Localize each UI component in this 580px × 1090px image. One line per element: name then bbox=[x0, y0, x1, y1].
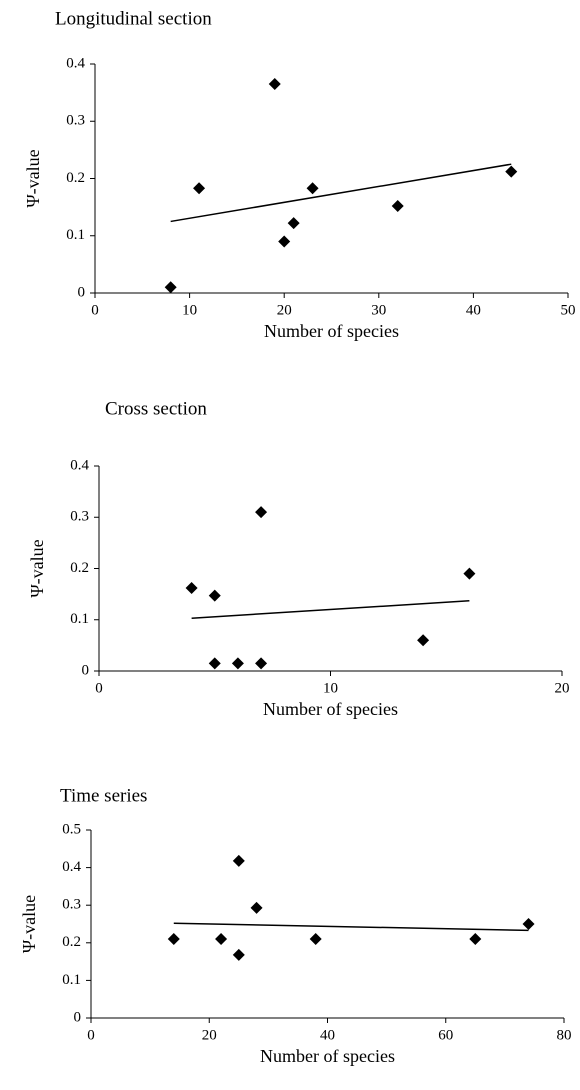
x-axis-label: Number of species bbox=[264, 321, 399, 341]
trend-line bbox=[191, 600, 470, 619]
point bbox=[255, 506, 268, 519]
point bbox=[522, 918, 535, 930]
chart-title: Time series bbox=[60, 785, 147, 806]
x-tick-label: 0 bbox=[91, 302, 99, 318]
y-tick-label: 0.3 bbox=[66, 113, 85, 129]
y-axis-label: Ψ-value bbox=[23, 149, 43, 207]
point bbox=[306, 182, 319, 195]
x-tick-label: 40 bbox=[320, 1027, 335, 1043]
y-tick-label: 0.3 bbox=[70, 509, 89, 525]
y-tick-label: 0.4 bbox=[66, 55, 85, 71]
point bbox=[505, 165, 518, 178]
y-tick-label: 0.1 bbox=[70, 611, 89, 627]
point bbox=[255, 657, 268, 670]
y-axis-label: Ψ-value bbox=[27, 539, 47, 597]
y-tick-label: 0.4 bbox=[62, 859, 81, 875]
x-tick-label: 20 bbox=[555, 680, 570, 696]
point bbox=[463, 567, 476, 580]
point bbox=[208, 589, 221, 602]
x-tick-label: 0 bbox=[95, 680, 103, 696]
y-axis-label: Ψ-value bbox=[19, 895, 39, 953]
x-tick-label: 30 bbox=[371, 302, 386, 318]
y-tick-label: 0.1 bbox=[66, 227, 85, 243]
point bbox=[215, 933, 228, 946]
y-tick-label: 0 bbox=[78, 284, 86, 300]
y-tick-label: 0 bbox=[74, 1009, 82, 1025]
x-axis-label: Number of species bbox=[260, 1046, 395, 1066]
point bbox=[309, 933, 322, 946]
point bbox=[232, 854, 245, 867]
y-tick-label: 0.3 bbox=[62, 897, 81, 913]
point bbox=[185, 581, 198, 594]
x-tick-label: 20 bbox=[277, 302, 292, 318]
point bbox=[278, 235, 291, 248]
y-tick-label: 0 bbox=[82, 662, 90, 678]
point bbox=[287, 217, 300, 230]
point bbox=[208, 657, 221, 670]
x-tick-label: 10 bbox=[182, 302, 197, 318]
x-tick-label: 60 bbox=[438, 1027, 453, 1043]
point bbox=[232, 948, 245, 961]
point bbox=[391, 199, 404, 212]
trend-line bbox=[170, 163, 512, 223]
x-tick-label: 80 bbox=[557, 1027, 572, 1043]
point bbox=[268, 78, 281, 91]
x-tick-label: 10 bbox=[323, 680, 338, 696]
y-tick-label: 0.2 bbox=[70, 560, 89, 576]
point bbox=[250, 901, 263, 914]
chart-title: Cross section bbox=[105, 398, 207, 419]
chart-title: Longitudinal section bbox=[55, 8, 212, 29]
point bbox=[231, 657, 244, 670]
point bbox=[167, 933, 180, 946]
point bbox=[469, 933, 482, 946]
x-tick-label: 20 bbox=[202, 1027, 217, 1043]
trend-line bbox=[173, 922, 529, 932]
x-tick-label: 40 bbox=[466, 302, 481, 318]
point bbox=[193, 182, 206, 195]
point bbox=[417, 634, 430, 647]
point bbox=[164, 281, 177, 294]
y-tick-label: 0.5 bbox=[62, 821, 81, 837]
x-axis-label: Number of species bbox=[263, 699, 398, 719]
x-tick-label: 50 bbox=[561, 302, 576, 318]
y-tick-label: 0.4 bbox=[70, 457, 89, 473]
y-tick-label: 0.2 bbox=[66, 170, 85, 186]
y-tick-label: 0.1 bbox=[62, 972, 81, 988]
x-tick-label: 0 bbox=[87, 1027, 95, 1043]
y-tick-label: 0.2 bbox=[62, 934, 81, 950]
